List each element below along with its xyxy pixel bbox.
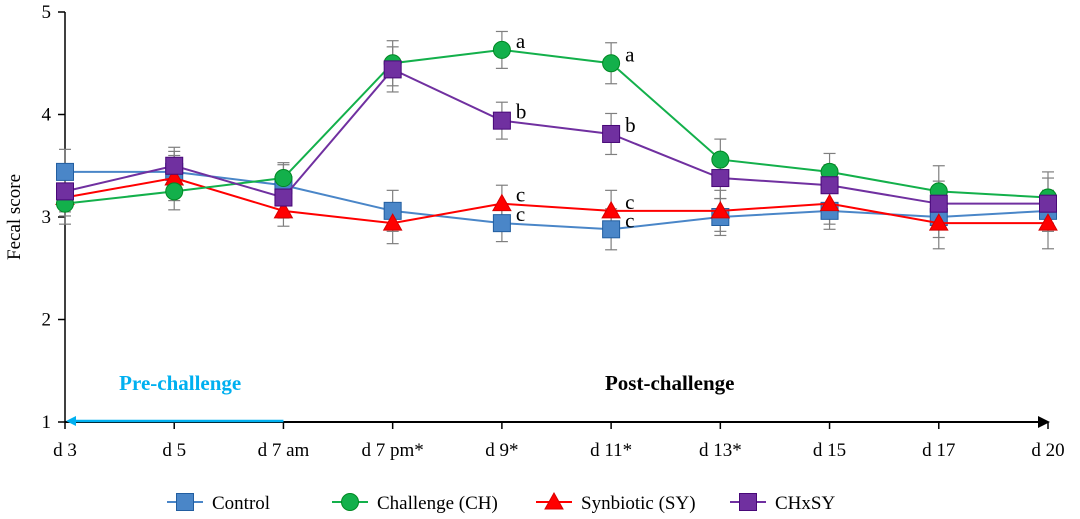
x-tick-label: d 11* (590, 440, 632, 461)
series-2 (55, 168, 1058, 231)
data-point (710, 200, 731, 219)
data-point (602, 220, 621, 239)
x-tick-label: d 20 (1031, 440, 1064, 461)
data-point (165, 156, 184, 175)
x-tick-label: d 15 (813, 440, 846, 461)
legend-item: Challenge (CH) (332, 493, 498, 514)
legend-swatch-marker (341, 493, 359, 511)
data-point (711, 169, 730, 188)
error-bars-2 (59, 154, 1054, 250)
y-tick-label: 4 (42, 105, 52, 126)
legend-item: Control (167, 493, 270, 514)
phase-layer: Pre-challenge Post-challenge (66, 371, 734, 426)
y-tick-label: 1 (42, 412, 52, 433)
y-axis-label: Fecal score (4, 174, 25, 260)
data-point (56, 162, 74, 181)
data-point (274, 188, 293, 207)
data-point (1038, 213, 1058, 231)
series-3 (56, 60, 1057, 213)
significance-letter: b (625, 113, 636, 137)
series-line (64, 48, 1049, 205)
post-challenge-label: Post-challenge (605, 371, 734, 395)
significance-letter: a (625, 42, 635, 66)
series-layer (55, 30, 1058, 251)
data-point (601, 200, 621, 219)
x-tick-label: d 5 (162, 440, 186, 461)
legend-swatch-marker (544, 491, 564, 510)
data-point (602, 54, 621, 73)
series-line (64, 68, 1048, 205)
legend-label: Control (212, 493, 270, 514)
data-point (165, 182, 184, 201)
y-tick-label: 2 (42, 310, 52, 331)
x-axis-arrowhead (1038, 416, 1050, 428)
x-tick-label: d 7 pm* (362, 440, 424, 461)
x-tick-label: d 17 (922, 440, 955, 461)
data-point (274, 169, 293, 188)
x-tick-label: d 3 (53, 440, 77, 461)
data-point (820, 176, 839, 195)
y-tick-label: 5 (42, 2, 52, 23)
x-tick-label: d 13* (699, 440, 742, 461)
significance-letter: c (516, 183, 525, 207)
legend-label: Challenge (CH) (377, 493, 498, 514)
significance-letter: a (516, 29, 526, 53)
pre-challenge-arrowhead (66, 416, 76, 426)
error-bars-0 (59, 148, 1054, 251)
x-tick-label: d 9* (485, 440, 518, 461)
legend-label: Synbiotic (SY) (581, 493, 696, 514)
legend-item: Synbiotic (SY) (536, 491, 696, 514)
significance-letter: c (516, 202, 525, 226)
legend-swatch-marker (176, 493, 194, 511)
significance-letter: c (625, 208, 634, 232)
legend-swatch-marker (739, 493, 757, 511)
pre-challenge-label: Pre-challenge (119, 371, 241, 395)
data-point (819, 193, 840, 212)
data-point (602, 124, 621, 143)
legend-label: CHxSY (775, 493, 835, 514)
series-line (65, 170, 1049, 231)
data-point (711, 150, 730, 169)
data-point (383, 60, 402, 79)
data-point (492, 111, 511, 130)
error-bars-3 (59, 46, 1054, 230)
series-line (64, 177, 1048, 225)
data-point (492, 214, 511, 233)
data-point (929, 194, 948, 213)
legend: Control Challenge (CH) Synbiotic (SY) CHxSY (167, 491, 835, 514)
data-point (492, 40, 511, 59)
data-point (273, 200, 294, 219)
significance-letter: b (516, 100, 527, 124)
data-point (382, 213, 403, 231)
data-point (1039, 194, 1057, 213)
significance-letter: c (625, 190, 634, 214)
y-tick-label: 3 (42, 207, 52, 228)
x-tick-label: d 7 am (258, 440, 310, 461)
data-point (56, 182, 74, 201)
data-point (492, 193, 512, 212)
data-point (928, 213, 949, 231)
legend-item: CHxSY (730, 493, 835, 514)
axes: 1 2 3 4 5 Fecal score d 3 d 5 d 7 am d 7 pm* d 9* d… (4, 2, 1065, 461)
